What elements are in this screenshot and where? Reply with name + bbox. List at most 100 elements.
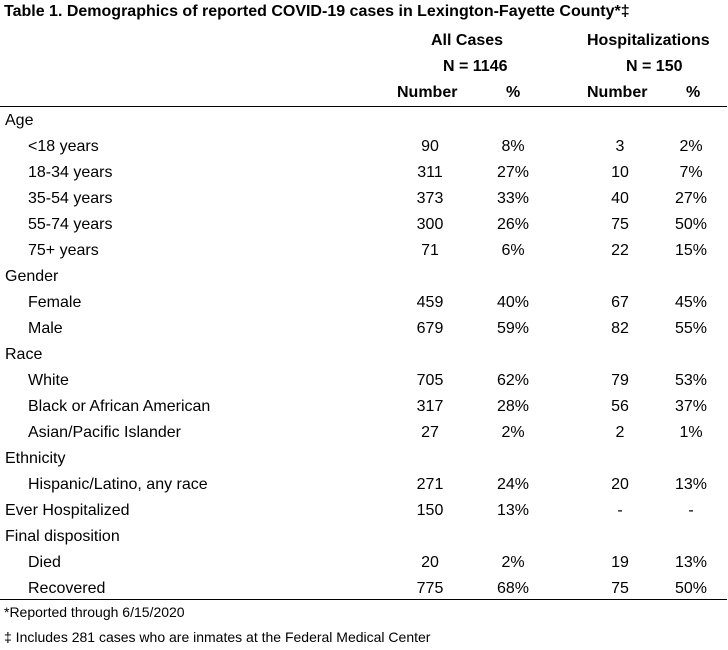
table-row: Female 459 40% 67 45% <box>0 290 728 316</box>
table-row: 18-34 years 311 27% 10 7% <box>0 160 728 186</box>
percent-hosp-cell: 50% <box>674 580 708 597</box>
row-label: Hispanic/Latino, any race <box>28 476 208 493</box>
footer-divider <box>0 599 727 600</box>
table-row: White 705 62% 79 53% <box>0 368 728 394</box>
table-row: Ever Hospitalized 150 13% - - <box>0 498 728 524</box>
number-hosp-cell: 40 <box>611 190 629 207</box>
category-label: Ever Hospitalized <box>5 502 130 519</box>
table-row: Died 20 2% 19 13% <box>0 550 728 576</box>
number-all-cell: 150 <box>416 502 444 519</box>
row-label: Male <box>28 320 63 337</box>
percent-hosp-cell: 55% <box>674 320 708 337</box>
table-row: Hispanic/Latino, any race 271 24% 20 13% <box>0 472 728 498</box>
table-row: Final disposition <box>0 524 728 550</box>
number-hosp-cell: 75 <box>611 216 629 233</box>
number-all-cell: 317 <box>416 398 444 415</box>
percent-all-cell: 27% <box>496 164 530 181</box>
all-cases-n: N = 1146 <box>443 58 508 75</box>
number-all-cell: 373 <box>416 190 444 207</box>
number-all-cell: 300 <box>416 216 444 233</box>
percent-all-cell: 26% <box>496 216 530 233</box>
category-label: Final disposition <box>5 528 120 545</box>
number-all-cell: 775 <box>416 580 444 597</box>
number-hosp-cell: 20 <box>611 476 629 493</box>
percent-all-cell: 8% <box>501 138 525 155</box>
number-hosp-cell: 10 <box>611 164 629 181</box>
number-all-cell: 705 <box>416 372 444 389</box>
percent-hosp-cell: 45% <box>674 294 708 311</box>
number-header-all: Number <box>397 84 458 101</box>
number-all-cell: 679 <box>416 320 444 337</box>
row-label: Female <box>28 294 82 311</box>
percent-header-hosp: % <box>686 84 701 101</box>
category-label: Ethnicity <box>5 450 66 467</box>
percent-hosp-cell: 37% <box>674 398 708 415</box>
number-all-cell: 71 <box>421 242 439 259</box>
table-row: Age <box>0 108 728 134</box>
percent-hosp-cell: 15% <box>674 242 708 259</box>
row-label: Recovered <box>28 580 106 597</box>
percent-all-cell: 68% <box>496 580 530 597</box>
number-hosp-cell: 22 <box>611 242 629 259</box>
percent-hosp-cell: 13% <box>674 476 708 493</box>
number-all-cell: 311 <box>417 164 443 181</box>
table-row: 55-74 years 300 26% 75 50% <box>0 212 728 238</box>
table-row: 75+ years 71 6% 22 15% <box>0 238 728 264</box>
number-all-cell: 459 <box>416 294 444 311</box>
row-label: 75+ years <box>28 242 99 259</box>
number-header-hosp: Number <box>587 84 648 101</box>
percent-all-cell: 13% <box>496 502 530 519</box>
percent-hosp-cell: 53% <box>674 372 708 389</box>
percent-all-cell: 24% <box>496 476 530 493</box>
row-label: 35-54 years <box>28 190 113 207</box>
percent-hosp-cell: 27% <box>674 190 708 207</box>
number-hosp-cell: 56 <box>611 398 629 415</box>
category-label: Race <box>5 346 43 363</box>
number-hosp-cell: 79 <box>611 372 629 389</box>
percent-hosp-cell: 13% <box>674 554 708 571</box>
row-label: <18 years <box>28 138 99 155</box>
row-label: 55-74 years <box>28 216 113 233</box>
number-hosp-cell: 75 <box>611 580 629 597</box>
percent-hosp-cell: 50% <box>674 216 708 233</box>
percent-all-cell: 62% <box>496 372 530 389</box>
row-label: Black or African American <box>28 398 211 415</box>
row-label: Asian/Pacific Islander <box>28 424 181 441</box>
number-hosp-cell: 2 <box>615 424 625 441</box>
category-label: Gender <box>5 268 59 285</box>
table-row: Black or African American 317 28% 56 37% <box>0 394 728 420</box>
footnote-inmates: ‡ Includes 281 cases who are inmates at … <box>4 629 431 645</box>
table-row: Gender <box>0 264 728 290</box>
table-title: Table 1. Demographics of reported COVID-… <box>4 3 630 20</box>
table-row: Race <box>0 342 728 368</box>
footnote-reported: *Reported through 6/15/2020 <box>4 604 185 620</box>
percent-hosp-cell: 1% <box>679 424 703 441</box>
percent-all-cell: 40% <box>496 294 530 311</box>
hospitalizations-header: Hospitalizations <box>587 32 710 49</box>
table-row: <18 years 90 8% 3 2% <box>0 134 728 160</box>
number-all-cell: 90 <box>421 138 439 155</box>
number-hosp-cell: 3 <box>615 138 625 155</box>
number-hosp-cell: 67 <box>611 294 629 311</box>
percent-all-cell: 59% <box>496 320 530 337</box>
table-row: Male 679 59% 82 55% <box>0 316 728 342</box>
percent-all-cell: 6% <box>501 242 525 259</box>
number-all-cell: 271 <box>416 476 444 493</box>
percent-all-cell: 33% <box>496 190 530 207</box>
table-row: Asian/Pacific Islander 27 2% 2 1% <box>0 420 728 446</box>
header-divider <box>0 106 727 107</box>
number-hosp-cell: - <box>617 502 623 519</box>
row-label: 18-34 years <box>28 164 113 181</box>
table-row: Recovered 775 68% 75 50% <box>0 576 728 602</box>
number-hosp-cell: 19 <box>611 554 629 571</box>
row-label: White <box>28 372 69 389</box>
percent-all-cell: 28% <box>496 398 530 415</box>
percent-hosp-cell: - <box>688 502 694 519</box>
all-cases-header: All Cases <box>431 32 504 49</box>
percent-hosp-cell: 7% <box>679 164 703 181</box>
hospitalizations-n: N = 150 <box>626 58 683 75</box>
percent-hosp-cell: 2% <box>679 138 703 155</box>
row-label: Died <box>28 554 61 571</box>
percent-all-cell: 2% <box>501 424 525 441</box>
percent-all-cell: 2% <box>501 554 525 571</box>
